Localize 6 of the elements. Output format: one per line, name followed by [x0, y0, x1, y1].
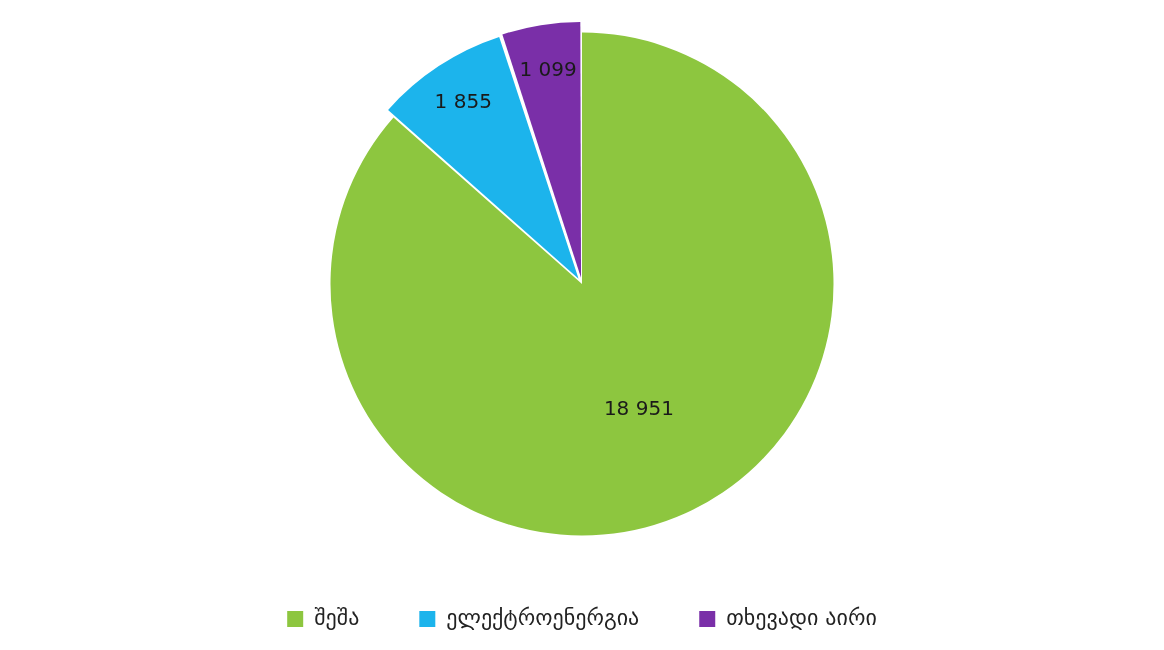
data-label: 18 951 [603, 396, 674, 421]
legend-label: შეშა [314, 604, 360, 630]
legend-label: თხევადი აირი [726, 604, 877, 630]
data-label: 1 099 [519, 56, 577, 81]
legend-label: ელექტროენერგია [446, 604, 640, 630]
data-label: 1 855 [434, 89, 492, 114]
